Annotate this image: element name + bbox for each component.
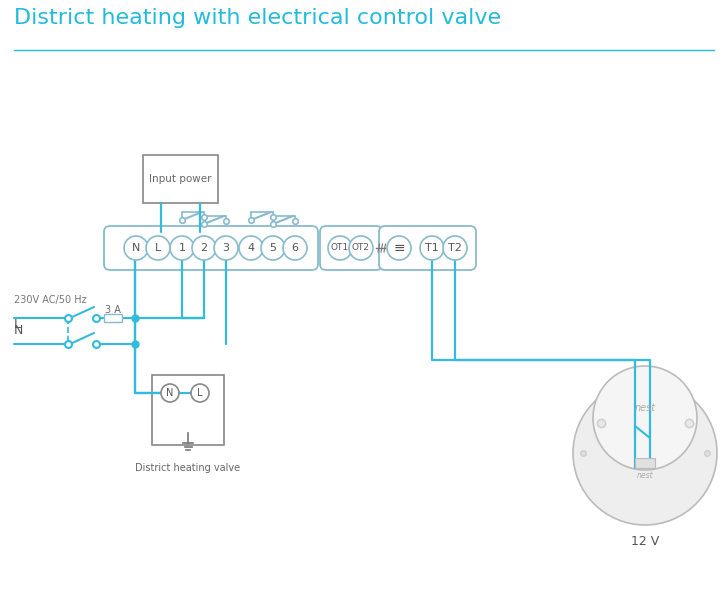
Circle shape [349, 236, 373, 260]
FancyBboxPatch shape [320, 226, 382, 270]
Bar [152, 375, 224, 445]
Text: 3: 3 [223, 243, 229, 253]
Circle shape [170, 236, 194, 260]
Text: 230V AC/50 Hz: 230V AC/50 Hz [14, 295, 87, 305]
Text: District heating valve: District heating valve [135, 463, 240, 473]
Circle shape [239, 236, 263, 260]
Text: 3 A: 3 A [105, 305, 121, 315]
Circle shape [573, 381, 717, 525]
Text: 4: 4 [248, 243, 255, 253]
Text: T1: T1 [425, 243, 439, 253]
Circle shape [593, 366, 697, 470]
Text: L: L [14, 318, 21, 331]
Text: 12 V: 12 V [631, 535, 659, 548]
Text: N: N [132, 243, 141, 253]
Circle shape [214, 236, 238, 260]
Text: N: N [166, 388, 174, 398]
Circle shape [283, 236, 307, 260]
Bar [143, 155, 218, 203]
Text: nest: nest [637, 470, 653, 479]
Bar [635, 458, 655, 468]
Text: N: N [14, 324, 23, 337]
Circle shape [443, 236, 467, 260]
Text: 6: 6 [291, 243, 298, 253]
Circle shape [124, 236, 148, 260]
Text: OT2: OT2 [352, 244, 370, 252]
Text: L: L [197, 388, 203, 398]
Bar [104, 314, 122, 322]
Text: 1: 1 [178, 243, 186, 253]
Text: nest: nest [634, 403, 655, 413]
Text: District heating with electrical control valve: District heating with electrical control… [14, 8, 501, 28]
Circle shape [328, 236, 352, 260]
Text: T2: T2 [448, 243, 462, 253]
FancyBboxPatch shape [104, 226, 318, 270]
Circle shape [420, 236, 444, 260]
Text: 2: 2 [200, 243, 207, 253]
Circle shape [192, 236, 216, 260]
Text: OT1: OT1 [331, 244, 349, 252]
Circle shape [261, 236, 285, 260]
FancyBboxPatch shape [379, 226, 476, 270]
Circle shape [146, 236, 170, 260]
Text: 5: 5 [269, 243, 277, 253]
Text: L: L [155, 243, 161, 253]
Circle shape [191, 384, 209, 402]
Text: Input power: Input power [149, 174, 212, 184]
Text: ≡: ≡ [393, 241, 405, 255]
Circle shape [161, 384, 179, 402]
Circle shape [387, 236, 411, 260]
